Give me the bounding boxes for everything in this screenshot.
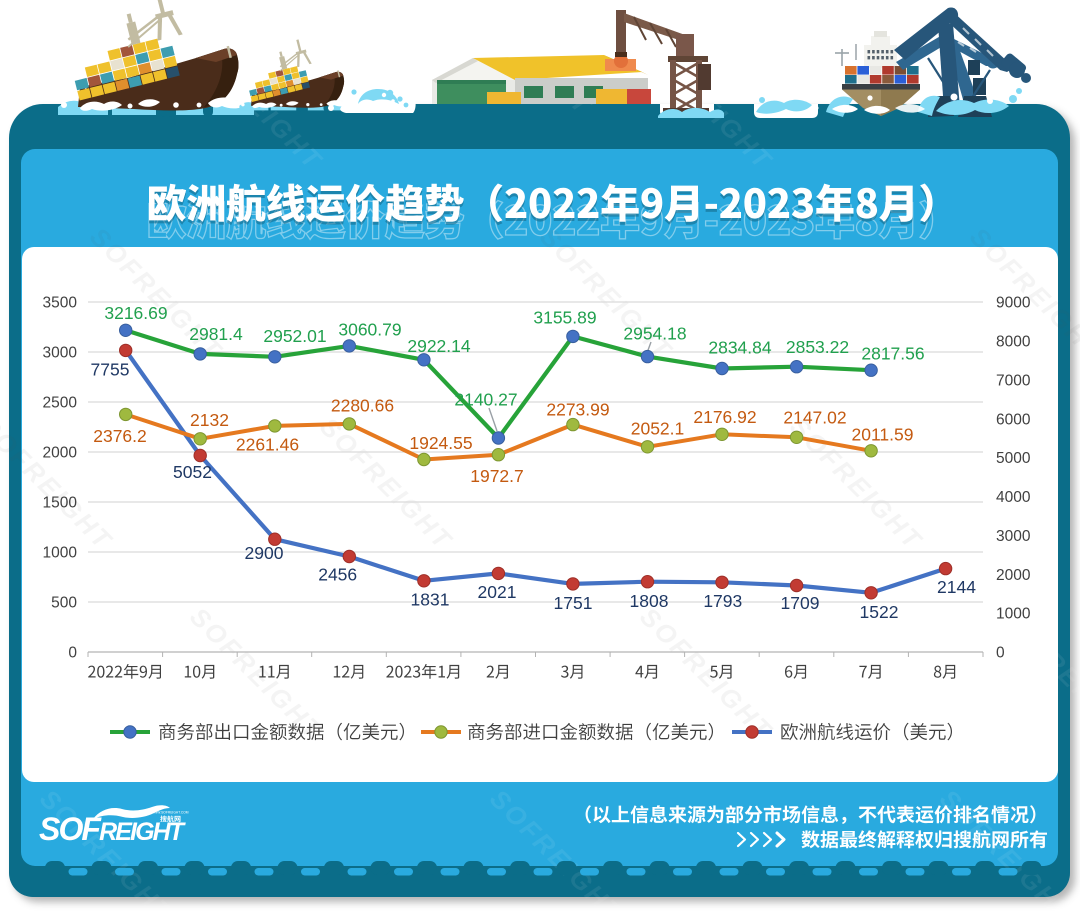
svg-text:1972.7: 1972.7: [470, 466, 524, 486]
svg-text:2000: 2000: [996, 567, 1031, 584]
svg-text:2021: 2021: [478, 582, 517, 602]
svg-text:5052: 5052: [173, 462, 212, 482]
svg-text:2273.99: 2273.99: [546, 400, 609, 420]
svg-text:1924.55: 1924.55: [409, 433, 472, 453]
svg-text:2922.14: 2922.14: [407, 336, 471, 356]
svg-text:3500: 3500: [43, 295, 78, 312]
svg-text:2144: 2144: [937, 577, 976, 597]
svg-text:2900: 2900: [245, 543, 284, 563]
svg-text:2052.1: 2052.1: [631, 419, 685, 439]
svg-text:1500: 1500: [43, 495, 78, 512]
svg-text:1522: 1522: [860, 602, 899, 622]
svg-text:2147.02: 2147.02: [783, 407, 846, 427]
svg-text:6000: 6000: [996, 411, 1031, 428]
svg-text:7755: 7755: [91, 359, 130, 379]
svg-text:1000: 1000: [996, 606, 1031, 623]
svg-text:3000: 3000: [996, 528, 1031, 545]
svg-text:2853.22: 2853.22: [786, 337, 849, 357]
svg-text:1793: 1793: [703, 591, 742, 611]
svg-text:9000: 9000: [996, 295, 1031, 312]
svg-text:1000: 1000: [43, 545, 78, 562]
svg-text:8000: 8000: [996, 334, 1031, 351]
svg-text:5000: 5000: [996, 450, 1031, 467]
svg-text:2981.4: 2981.4: [189, 324, 243, 344]
svg-text:2176.92: 2176.92: [693, 407, 756, 427]
svg-text:0: 0: [68, 645, 77, 662]
svg-text:500: 500: [51, 595, 77, 612]
svg-text:2132: 2132: [190, 410, 229, 430]
svg-text:3060.79: 3060.79: [338, 319, 401, 339]
svg-text:2834.84: 2834.84: [708, 337, 772, 357]
svg-text:WWW.SOFREIGHT.COM: WWW.SOFREIGHT.COM: [151, 811, 189, 815]
svg-text:2500: 2500: [43, 395, 78, 412]
svg-text:2817.56: 2817.56: [861, 343, 924, 363]
svg-text:0: 0: [996, 645, 1005, 662]
svg-text:2456: 2456: [318, 565, 357, 585]
svg-text:2280.66: 2280.66: [331, 396, 394, 416]
svg-text:1831: 1831: [411, 589, 450, 609]
svg-text:1709: 1709: [781, 593, 820, 613]
svg-text:2954.18: 2954.18: [623, 323, 686, 343]
svg-text:1751: 1751: [554, 593, 593, 613]
svg-text:2261.46: 2261.46: [236, 434, 299, 454]
svg-text:3000: 3000: [43, 345, 78, 362]
svg-text:2011.59: 2011.59: [852, 425, 914, 445]
svg-text:2000: 2000: [43, 445, 78, 462]
svg-text:2952.01: 2952.01: [263, 326, 326, 346]
svg-text:4000: 4000: [996, 489, 1031, 506]
svg-text:1808: 1808: [630, 591, 669, 611]
svg-text:3155.89: 3155.89: [533, 307, 596, 327]
svg-text:2376.2: 2376.2: [93, 426, 147, 446]
svg-text:3216.69: 3216.69: [104, 303, 167, 323]
svg-text:2140.27: 2140.27: [454, 389, 517, 409]
svg-text:7000: 7000: [996, 372, 1031, 389]
